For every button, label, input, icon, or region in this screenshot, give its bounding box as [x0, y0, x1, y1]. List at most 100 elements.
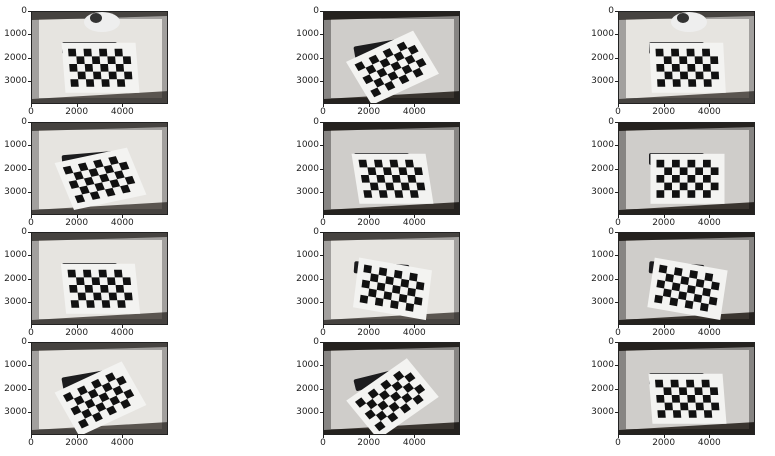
- x-tick-label: 0: [28, 328, 34, 338]
- x-tick-label: 0: [615, 107, 621, 117]
- checker-square: [62, 165, 74, 175]
- checker-square: [358, 159, 368, 168]
- x-tick-mark: [122, 435, 124, 438]
- checker-square: [404, 54, 416, 65]
- checker-square: [76, 277, 85, 285]
- checker-square: [695, 71, 704, 80]
- checkerboard: [346, 30, 439, 103]
- photo-image: [324, 123, 459, 214]
- checker-square: [702, 394, 712, 403]
- checker-square: [114, 269, 123, 278]
- y-tick-mark: [615, 191, 618, 193]
- checker-square: [679, 56, 688, 64]
- y-tick-mark: [28, 301, 31, 303]
- photo-panel: [31, 342, 168, 435]
- checker-square: [92, 412, 103, 422]
- x-tick-mark: [618, 104, 619, 107]
- y-tick-mark: [28, 365, 31, 367]
- checker-square: [124, 292, 133, 301]
- x-tick-label: 2000: [652, 438, 676, 448]
- y-tick-mark: [28, 11, 31, 12]
- photo-image: [324, 12, 459, 103]
- checker-square: [412, 394, 424, 405]
- checker-square: [703, 410, 713, 418]
- y-tick-label: 1000: [296, 140, 319, 151]
- photo-panel: [31, 232, 168, 325]
- x-tick-label: 2000: [652, 107, 676, 117]
- checker-square: [679, 182, 688, 191]
- x-tick-mark: [76, 215, 78, 218]
- checker-square: [109, 395, 121, 406]
- checker-square: [679, 167, 688, 175]
- checker-square: [414, 296, 423, 306]
- checker-square: [686, 285, 696, 294]
- x-tick-mark: [663, 325, 665, 328]
- checker-square: [710, 167, 719, 175]
- y-tick-label: 2000: [591, 273, 614, 284]
- checker-square: [702, 48, 711, 57]
- x-tick-label: 4000: [110, 328, 134, 338]
- y-tick-label: 0: [313, 227, 319, 237]
- x-tick-mark: [323, 104, 324, 107]
- y-tick-label: 1000: [591, 360, 614, 371]
- checker-square: [387, 412, 399, 423]
- cat: [671, 12, 707, 32]
- y-tick-label: 0: [313, 117, 319, 127]
- y-tick-label: 1000: [4, 250, 27, 261]
- checker-square: [107, 277, 116, 285]
- checker-square: [382, 167, 392, 175]
- checker-square: [122, 56, 132, 64]
- x-tick-mark: [618, 215, 619, 218]
- checker-square: [370, 87, 382, 98]
- checker-square: [392, 285, 401, 294]
- checker-square: [70, 300, 80, 308]
- checker-square: [383, 291, 393, 301]
- checker-square: [656, 63, 665, 72]
- photo-panel: [31, 11, 168, 104]
- checker-square: [115, 63, 125, 72]
- checker-square: [396, 41, 408, 52]
- checker-square: [684, 300, 694, 309]
- x-tick-label: 4000: [402, 328, 426, 338]
- x-tick-label: 2000: [65, 438, 89, 448]
- checker-square: [108, 156, 119, 165]
- checkerboard: [54, 147, 147, 210]
- checker-square: [374, 420, 386, 432]
- checkerboard: [60, 263, 141, 314]
- y-tick-mark: [28, 34, 31, 36]
- checker-square: [693, 293, 703, 303]
- y-tick-mark: [320, 365, 323, 367]
- y-tick-mark: [320, 255, 323, 257]
- y-tick-mark: [615, 388, 618, 390]
- checker-square: [70, 79, 79, 87]
- checkerboard: [61, 42, 140, 93]
- checker-square: [385, 182, 395, 191]
- checker-square: [401, 64, 413, 75]
- x-tick-label: 4000: [110, 218, 134, 228]
- checker-square: [67, 269, 77, 278]
- y-tick-label: 3000: [591, 75, 614, 86]
- checker-square: [703, 79, 712, 87]
- checker-square: [361, 279, 371, 289]
- photo-image: [32, 343, 167, 434]
- y-tick-label: 1000: [4, 29, 27, 40]
- checker-square: [703, 159, 711, 168]
- x-tick-mark: [31, 215, 32, 218]
- y-tick-mark: [28, 278, 31, 280]
- x-tick-label: 0: [28, 438, 34, 448]
- y-tick-mark: [615, 122, 618, 123]
- checker-square: [688, 79, 697, 87]
- photo-panel: [31, 122, 168, 215]
- x-tick-label: 2000: [652, 218, 676, 228]
- y-tick-label: 0: [21, 227, 27, 237]
- x-tick-label: 2000: [357, 107, 381, 117]
- photo-image: [32, 12, 167, 103]
- y-tick-label: 1000: [296, 29, 319, 40]
- x-tick-mark: [76, 104, 78, 107]
- checker-square: [664, 71, 673, 80]
- checkerboard: [650, 153, 725, 204]
- checker-square: [390, 61, 402, 72]
- x-tick-mark: [31, 325, 32, 328]
- x-tick-label: 4000: [402, 218, 426, 228]
- y-tick-mark: [320, 278, 323, 280]
